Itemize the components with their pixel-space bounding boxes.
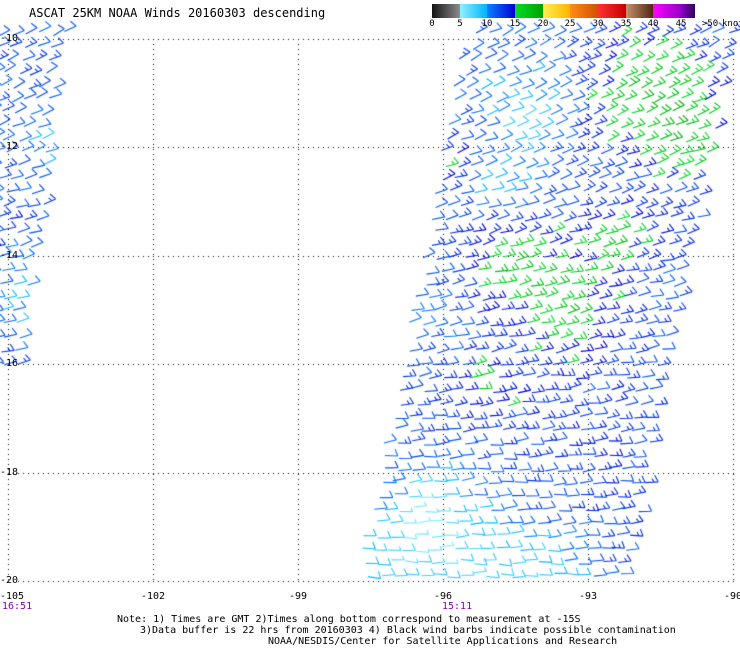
colorbar-segment-8 (653, 4, 681, 18)
swath-time-label: 16:51 (2, 601, 33, 612)
y-tick-label: -10 (0, 33, 19, 44)
colorbar-tick-label: 5 (457, 19, 463, 29)
colorbar-tick-label: 15 (509, 19, 521, 29)
colorbar-segment-7 (625, 4, 654, 18)
x-tick-label: -102 (141, 591, 166, 602)
colorbar-tick-label: >50 (701, 19, 719, 29)
colorbar-segment-0 (432, 4, 460, 18)
colorbar-tick-label: 0 (429, 19, 435, 29)
x-tick-label: -90 (724, 591, 740, 602)
swath-time-label: 15:11 (442, 601, 473, 612)
colorbar-tick-label: 20 (537, 19, 549, 29)
colorbar-tick-label: 25 (564, 19, 576, 29)
x-tick-label: -99 (289, 591, 308, 602)
colorbar-segment-4 (542, 4, 571, 18)
colorbar-tick-label: 30 (592, 19, 604, 29)
colorbar-segment-1 (459, 4, 488, 18)
footnote-line-3: NOAA/NESDIS/Center for Satellite Applica… (268, 636, 618, 647)
x-tick-label: -105 (0, 591, 25, 602)
footnote-line-2: 3)Data buffer is 22 hrs from 20160303 4)… (140, 625, 676, 636)
colorbar-segment-5 (570, 4, 598, 18)
y-tick-label: -18 (0, 467, 19, 478)
x-tick-label: -93 (579, 591, 598, 602)
y-tick-label: -12 (0, 141, 19, 152)
colorbar-segment-3 (514, 4, 543, 18)
footnote-line-1: Note: 1) Times are GMT 2)Times along bot… (117, 614, 581, 625)
y-tick-label: -20 (0, 575, 19, 586)
colorbar-unit-label: knots (722, 19, 740, 29)
colorbar-cap-gt50 (680, 4, 695, 18)
colorbar-segment-6 (597, 4, 626, 18)
colorbar-tick-label: 40 (647, 19, 659, 29)
x-tick-label: -96 (434, 591, 453, 602)
colorbar-tick-label: 10 (481, 19, 493, 29)
colorbar-tick-label: 35 (620, 19, 632, 29)
colorbar-segment-2 (487, 4, 515, 18)
colorbar-tick-label: 45 (675, 19, 687, 29)
y-tick-label: -14 (0, 250, 19, 261)
y-tick-label: -16 (0, 358, 19, 369)
plot-title: ASCAT 25KM NOAA Winds 20160303 descendin… (29, 6, 326, 20)
wind-speed-colorbar (432, 4, 695, 18)
